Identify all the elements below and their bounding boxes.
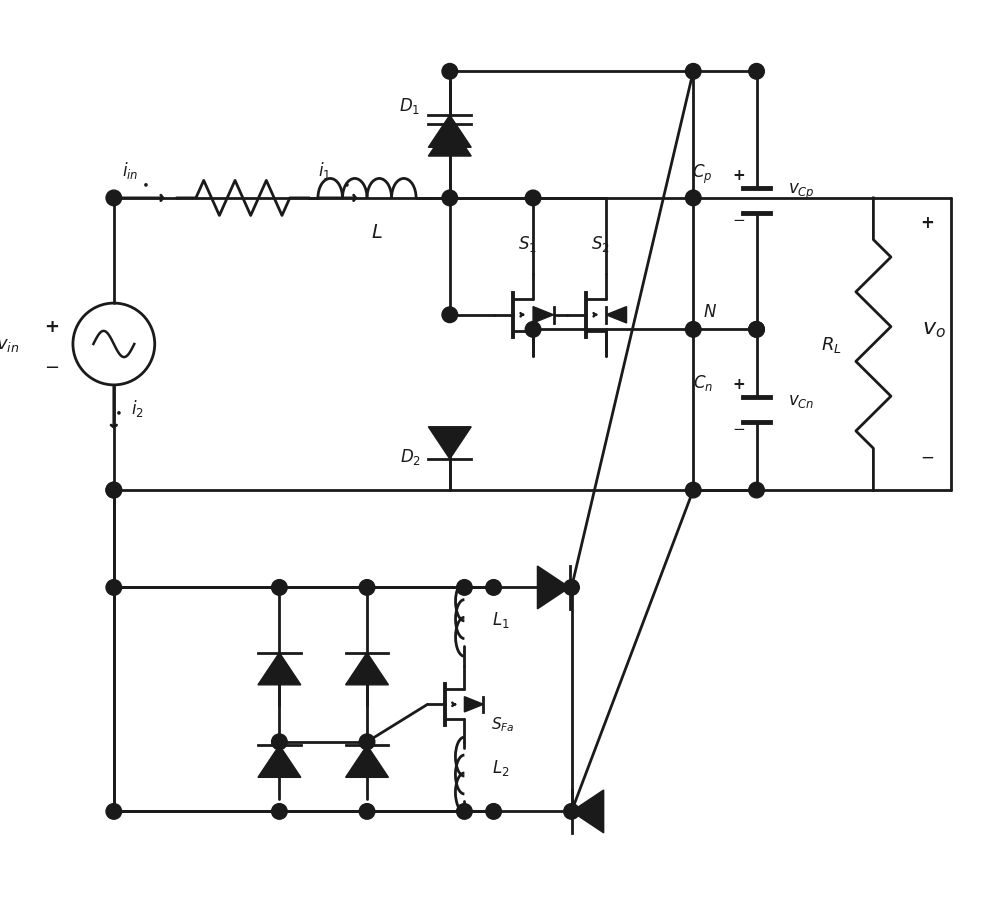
- Text: +: +: [733, 168, 745, 183]
- Circle shape: [442, 308, 458, 323]
- Polygon shape: [464, 697, 483, 712]
- Text: $D_1$: $D_1$: [399, 97, 421, 117]
- Circle shape: [749, 322, 764, 338]
- Circle shape: [457, 580, 472, 596]
- Text: +: +: [920, 214, 934, 232]
- Circle shape: [749, 322, 764, 338]
- Circle shape: [685, 483, 701, 498]
- Text: $S_1$: $S_1$: [518, 234, 537, 254]
- Text: $D_2$: $D_2$: [400, 446, 421, 466]
- Text: +: +: [44, 318, 59, 336]
- Circle shape: [457, 804, 472, 819]
- Circle shape: [359, 734, 375, 750]
- Text: $v_{Cn}$: $v_{Cn}$: [788, 392, 814, 410]
- Circle shape: [272, 734, 287, 750]
- Polygon shape: [346, 745, 388, 777]
- Text: $i_1$: $i_1$: [318, 160, 331, 181]
- Circle shape: [486, 580, 501, 596]
- Circle shape: [359, 804, 375, 819]
- Polygon shape: [428, 427, 471, 459]
- Polygon shape: [346, 653, 388, 685]
- Circle shape: [442, 191, 458, 207]
- Text: $v_{Cp}$: $v_{Cp}$: [788, 181, 815, 201]
- Circle shape: [359, 580, 375, 596]
- Circle shape: [525, 191, 541, 207]
- Text: $i_{in}$: $i_{in}$: [122, 160, 138, 181]
- Text: $S_{Fa}$: $S_{Fa}$: [491, 714, 515, 733]
- Circle shape: [685, 322, 701, 338]
- Text: $C_n$: $C_n$: [693, 373, 713, 393]
- Text: $-$: $-$: [732, 420, 746, 435]
- Polygon shape: [428, 116, 471, 148]
- Text: $R_L$: $R_L$: [821, 334, 842, 354]
- Circle shape: [685, 191, 701, 207]
- Circle shape: [106, 191, 122, 207]
- Circle shape: [685, 65, 701, 80]
- Polygon shape: [533, 307, 554, 323]
- Circle shape: [106, 483, 122, 498]
- Text: $\bullet$: $\bullet$: [342, 177, 349, 190]
- Circle shape: [564, 804, 579, 819]
- Circle shape: [272, 804, 287, 819]
- Circle shape: [486, 804, 501, 819]
- Circle shape: [106, 483, 122, 498]
- Polygon shape: [606, 307, 627, 323]
- Polygon shape: [537, 567, 570, 609]
- Text: $S_2$: $S_2$: [591, 234, 610, 254]
- Circle shape: [749, 65, 764, 80]
- Polygon shape: [258, 653, 301, 685]
- Circle shape: [564, 580, 579, 596]
- Text: $\bullet$: $\bullet$: [114, 404, 122, 417]
- Text: $-$: $-$: [732, 210, 746, 226]
- Circle shape: [525, 322, 541, 338]
- Polygon shape: [572, 790, 604, 833]
- Text: $N$: $N$: [703, 302, 717, 321]
- Text: $v_{in}$: $v_{in}$: [0, 335, 19, 353]
- Polygon shape: [258, 745, 301, 777]
- Polygon shape: [428, 125, 471, 157]
- Text: $L$: $L$: [371, 223, 383, 242]
- Text: $L_1$: $L_1$: [492, 609, 509, 630]
- Text: $v_o$: $v_o$: [922, 320, 946, 340]
- Circle shape: [272, 580, 287, 596]
- Text: $\bullet$: $\bullet$: [141, 177, 149, 190]
- Text: $C_p$: $C_p$: [692, 162, 713, 186]
- Circle shape: [106, 804, 122, 819]
- Circle shape: [749, 483, 764, 498]
- Circle shape: [442, 65, 458, 80]
- Text: $L_2$: $L_2$: [492, 757, 509, 777]
- Text: $-$: $-$: [920, 447, 934, 466]
- Circle shape: [106, 580, 122, 596]
- Text: $-$: $-$: [44, 357, 59, 375]
- Text: $i_2$: $i_2$: [131, 397, 144, 418]
- Text: +: +: [733, 377, 745, 392]
